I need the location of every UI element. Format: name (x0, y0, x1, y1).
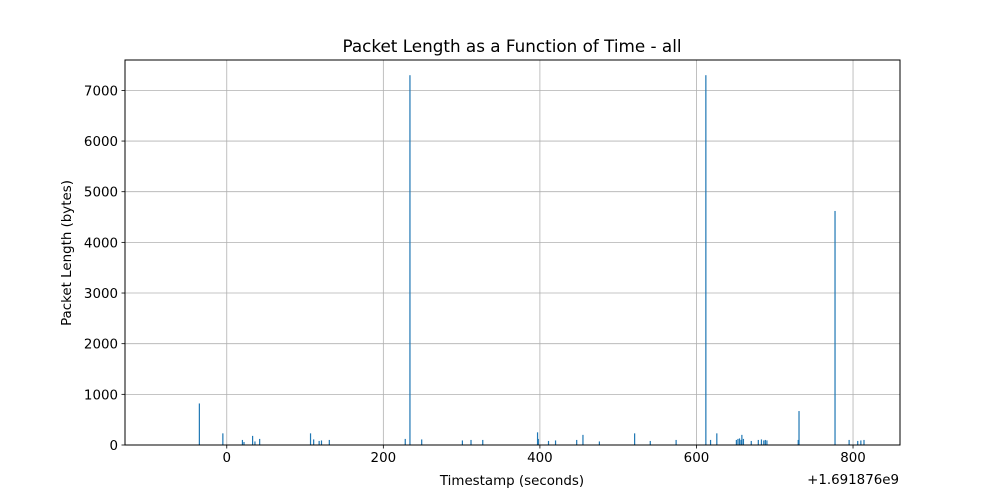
bar (863, 439, 865, 445)
bar (320, 440, 323, 445)
bar (576, 439, 578, 445)
bar (198, 403, 200, 445)
bar (735, 439, 737, 445)
bar (766, 440, 768, 445)
bar-layer (198, 75, 865, 446)
bar (241, 439, 244, 445)
bar (763, 440, 765, 445)
y-tick-label: 7000 (84, 84, 118, 99)
y-axis-label: Packet Length (bytes) (60, 180, 75, 326)
bar (740, 439, 742, 445)
y-tick-label: 1000 (84, 388, 118, 403)
x-tick-label: 800 (840, 451, 866, 466)
bar (716, 433, 718, 445)
bar (675, 439, 677, 445)
bar (705, 75, 707, 446)
bar (328, 439, 330, 445)
bar (860, 440, 862, 445)
bar (834, 210, 836, 445)
bar (318, 440, 320, 445)
bar (259, 438, 261, 445)
bar (482, 439, 484, 445)
x-tick-label: 200 (371, 451, 397, 466)
bar (750, 440, 752, 445)
bar (243, 441, 245, 445)
bar (404, 438, 406, 445)
tick-layer: 0 200 400 600 800 0 1000 2000 3000 4000 5000 6000 70… (84, 84, 866, 466)
bar (848, 439, 850, 445)
y-tick-label: 3000 (84, 287, 118, 302)
bar (409, 75, 411, 446)
bar (254, 441, 256, 445)
x-axis-offset-label: +1.691876e9 (807, 473, 899, 488)
bar (741, 434, 743, 445)
x-tick-label: 600 (684, 451, 710, 466)
bar (649, 440, 651, 445)
bar (470, 439, 472, 445)
bar (536, 432, 539, 445)
bar (421, 439, 423, 445)
bar (554, 440, 557, 445)
bar (598, 441, 600, 445)
bar (798, 411, 800, 445)
bar (797, 439, 799, 445)
bar (764, 439, 766, 445)
bar (742, 438, 745, 445)
grid-layer (125, 60, 900, 446)
bar (547, 440, 550, 445)
x-tick-label: 400 (527, 451, 553, 466)
bar (709, 439, 712, 445)
x-tick-label: 0 (223, 451, 232, 466)
bar (309, 433, 312, 445)
bar (737, 438, 739, 445)
bar (857, 440, 859, 445)
bar (222, 433, 224, 445)
chart-title: Packet Length as a Function of Time - al… (342, 36, 681, 56)
bar (582, 434, 584, 445)
bar (537, 438, 539, 445)
bar (760, 439, 763, 445)
bar (461, 440, 463, 445)
y-tick-label: 6000 (84, 135, 118, 150)
y-tick-label: 2000 (84, 338, 118, 353)
bar (738, 438, 741, 445)
y-tick-label: 4000 (84, 236, 118, 251)
bar (634, 433, 636, 445)
bar (757, 439, 759, 445)
bar (313, 439, 315, 445)
plot-frame (124, 59, 901, 446)
y-tick-label: 5000 (84, 186, 118, 201)
x-axis-label: Timestamp (seconds) (439, 474, 584, 489)
y-tick-label: 0 (109, 439, 118, 454)
bar (252, 435, 254, 445)
